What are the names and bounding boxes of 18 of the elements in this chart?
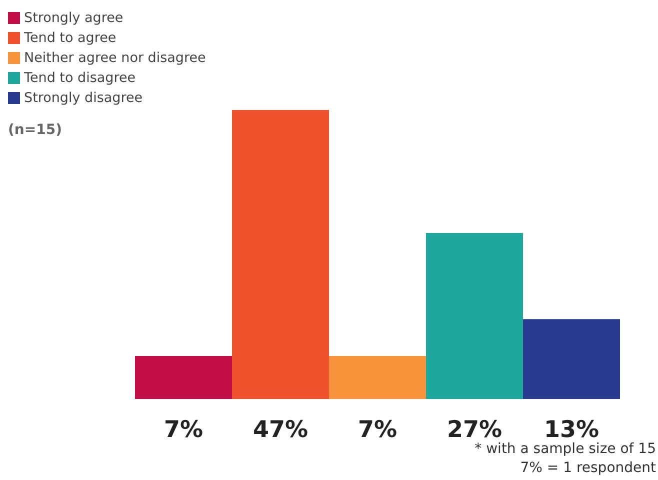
bar <box>426 232 523 399</box>
data-label: 13% <box>544 417 600 443</box>
bar <box>523 319 620 399</box>
legend-label: Strongly agree <box>24 10 124 26</box>
data-label: 47% <box>252 417 308 443</box>
legend-label: Tend to disagree <box>24 70 136 86</box>
legend-label: Neither agree nor disagree <box>24 50 206 66</box>
data-label: 7% <box>358 417 398 443</box>
data-label: 7% <box>164 417 204 443</box>
text: * with a sample size of 15 <box>474 440 656 459</box>
bar <box>232 110 329 399</box>
text: (n=15) <box>8 122 62 138</box>
text: 7% = 1 respondent <box>519 459 656 478</box>
data-label: 27% <box>446 417 502 443</box>
bar <box>329 356 426 399</box>
legend-label: Tend to agree <box>24 30 116 46</box>
legend-label: Strongly disagree <box>24 90 143 106</box>
bar <box>135 356 232 399</box>
